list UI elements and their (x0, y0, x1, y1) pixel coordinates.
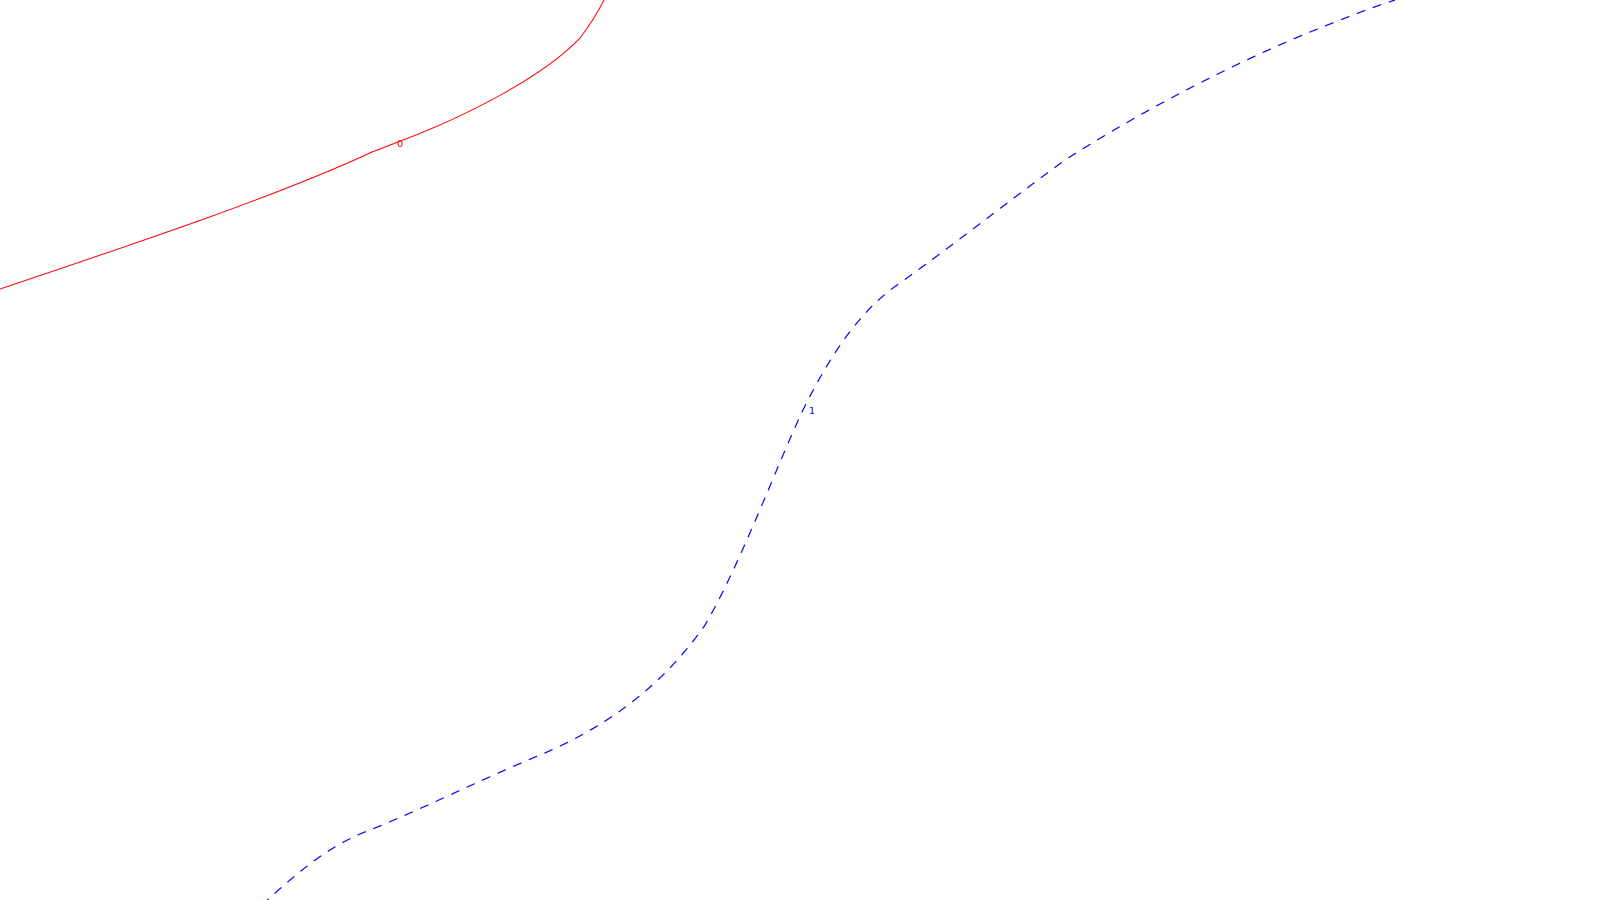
contour-label-1: 1 (809, 406, 815, 417)
contour-path (0, 0, 605, 290)
contour-label-0: 0 (397, 139, 403, 150)
contour-path (266, 0, 1396, 900)
contour-line-0: 0 (0, 0, 605, 290)
contour-line-1: 1 (266, 0, 1396, 900)
